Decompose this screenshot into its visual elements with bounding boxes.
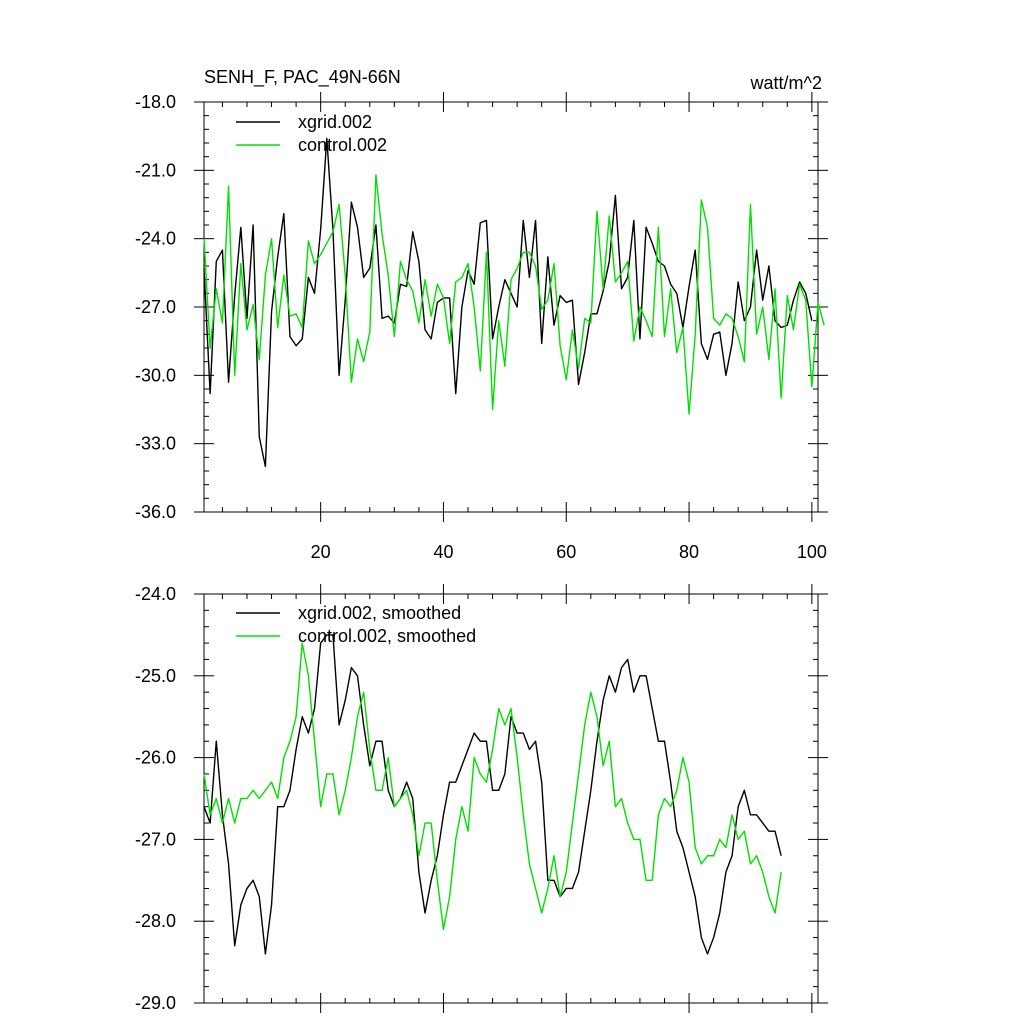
top-panel: -18.0 -21.0 -24.0 -27.0 -30.0 -33.0 -36.0 20 40 6… (135, 92, 828, 562)
y-tick-label: -33.0 (135, 434, 176, 454)
plot-frame (203, 101, 819, 513)
y-tick-label: -21.0 (135, 160, 176, 180)
y-tick-label: -28.0 (135, 911, 176, 931)
series-line-xgrid (203, 137, 813, 468)
y-tick-label: -30.0 (135, 365, 176, 385)
y-tick-label: -36.0 (135, 502, 176, 522)
y-tick-label: -24.0 (135, 584, 176, 604)
x-tick-label: 80 (679, 542, 699, 562)
y-tick-label: -27.0 (135, 297, 176, 317)
y-tick-label: -25.0 (135, 666, 176, 686)
legend-label: xgrid.002 (298, 112, 372, 132)
y-tick-label: -27.0 (135, 829, 176, 849)
y-tick-label: -26.0 (135, 748, 176, 768)
x-tick-label: 60 (556, 542, 576, 562)
y-tick-label: -18.0 (135, 92, 176, 112)
y-tick-label: -24.0 (135, 229, 176, 249)
legend-label: control.002 (298, 135, 387, 155)
series-line-control (203, 642, 782, 931)
plot-frame (203, 593, 819, 1004)
legend-label: control.002, smoothed (298, 626, 476, 646)
x-tick-label: 100 (797, 542, 827, 562)
bottom-panel: -24.0 -25.0 -26.0 -27.0 -28.0 -29.0 xgrid.002,… (135, 584, 828, 1013)
chart-title: SENH_F, PAC_49N-66N (204, 67, 401, 88)
y-tick-label: -29.0 (135, 993, 176, 1013)
series-line-control (203, 174, 825, 415)
series-line-xgrid (203, 634, 782, 955)
x-tick-label: 40 (433, 542, 453, 562)
x-tick-label: 20 (311, 542, 331, 562)
legend-label: xgrid.002, smoothed (298, 603, 461, 623)
units-label: watt/m^2 (750, 73, 822, 93)
